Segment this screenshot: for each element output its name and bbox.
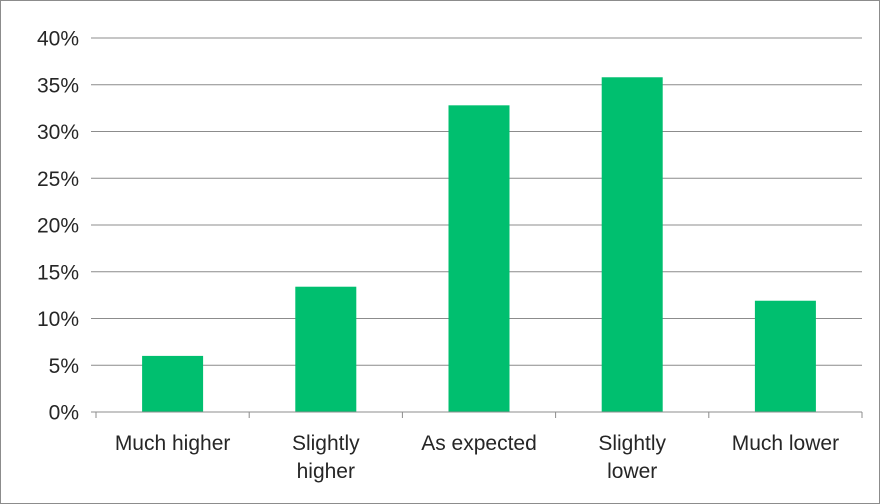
bars bbox=[142, 77, 816, 413]
bar bbox=[448, 105, 510, 412]
y-axis-tick-labels: 0% 5% 10% 15% 20% 25% 30% 35% 40% bbox=[37, 28, 79, 425]
x-tick-label: Much lower bbox=[732, 432, 839, 455]
bar bbox=[295, 286, 357, 412]
x-tick-label-line: Much lower bbox=[732, 432, 839, 455]
x-tick-label-line: Slightly bbox=[598, 432, 666, 455]
x-tick-label-line: Slightly bbox=[292, 432, 360, 455]
y-tick-label: 10% bbox=[37, 308, 79, 331]
y-tick-label: 35% bbox=[37, 74, 79, 97]
y-tick-label: 15% bbox=[37, 261, 79, 284]
x-tick-label-line: As expected bbox=[421, 432, 537, 455]
y-tick-label: 20% bbox=[37, 215, 79, 238]
x-tick-label: As expected bbox=[421, 432, 537, 455]
x-tick-label-line: Much higher bbox=[115, 432, 231, 455]
x-tick-label-line: higher bbox=[297, 460, 355, 483]
x-tick-label-line: lower bbox=[607, 460, 657, 483]
x-tick-label: Much higher bbox=[115, 432, 231, 455]
x-axis bbox=[91, 411, 863, 418]
bar bbox=[754, 300, 816, 412]
y-tick-label: 40% bbox=[37, 28, 79, 51]
x-axis-tick-labels: Much higher Slightly higher As expected Slig… bbox=[115, 432, 839, 483]
bar bbox=[601, 77, 663, 413]
y-tick-label: 5% bbox=[49, 355, 79, 378]
y-tick-label: 0% bbox=[49, 402, 79, 425]
y-tick-label: 30% bbox=[37, 121, 79, 144]
x-tick-label: Slightly lower bbox=[598, 432, 666, 483]
bar bbox=[142, 355, 204, 412]
y-tick-label: 25% bbox=[37, 168, 79, 191]
x-tick-label: Slightly higher bbox=[292, 432, 360, 483]
